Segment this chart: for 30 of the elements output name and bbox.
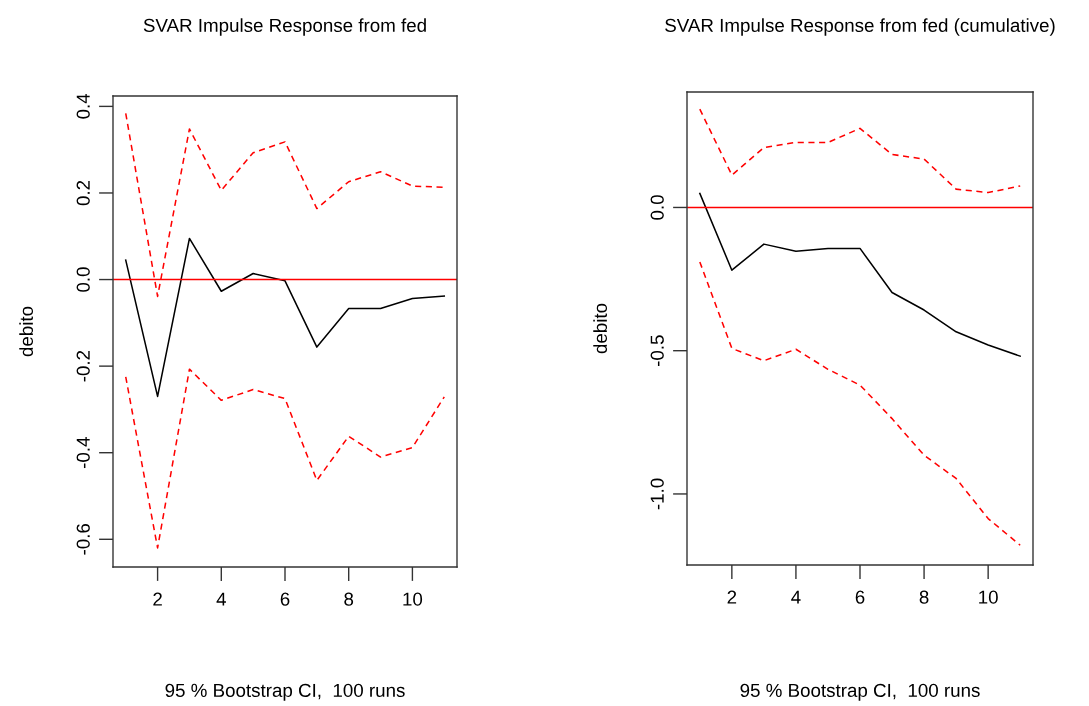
y-tick-label: 0.4 bbox=[76, 93, 90, 119]
line-series bbox=[699, 108, 1021, 194]
x-tick-label: 6 bbox=[855, 590, 865, 604]
line-series bbox=[699, 192, 1021, 357]
x-axis-title: 95 % Bootstrap CI, 100 runs bbox=[165, 683, 405, 701]
x-tick-label: 8 bbox=[919, 590, 929, 604]
line-series bbox=[699, 261, 1021, 546]
x-tick-label: 10 bbox=[979, 590, 998, 604]
y-axis-title: debito bbox=[19, 306, 34, 357]
y-tick-label: -0.4 bbox=[76, 437, 90, 469]
y-tick-label: 0.0 bbox=[76, 267, 90, 292]
line-series bbox=[124, 368, 446, 549]
x-tick-label: 6 bbox=[280, 592, 290, 606]
x-axis-title: 95 % Bootstrap CI, 100 runs bbox=[740, 683, 980, 701]
y-tick-label: -0.6 bbox=[76, 523, 90, 555]
y-tick-label: -1.0 bbox=[650, 478, 664, 510]
y-tick-label: 0.2 bbox=[76, 180, 90, 206]
x-tick-label: 2 bbox=[727, 590, 737, 604]
chart-title: SVAR Impulse Response from fed (cumulative) bbox=[665, 18, 1055, 36]
x-tick-label: 8 bbox=[344, 592, 354, 606]
x-tick-label: 4 bbox=[791, 590, 801, 604]
x-tick-label: 10 bbox=[403, 592, 423, 606]
x-tick-label: 4 bbox=[216, 592, 226, 606]
line-series bbox=[124, 237, 446, 398]
y-tick-label: -0.5 bbox=[650, 335, 664, 367]
x-tick-label: 2 bbox=[153, 592, 162, 606]
y-axis-title: debito bbox=[593, 303, 608, 354]
y-tick-label: -0.2 bbox=[76, 350, 90, 382]
y-tick-label: 0.0 bbox=[650, 195, 664, 220]
chart-title: SVAR Impulse Response from fed bbox=[143, 18, 426, 36]
